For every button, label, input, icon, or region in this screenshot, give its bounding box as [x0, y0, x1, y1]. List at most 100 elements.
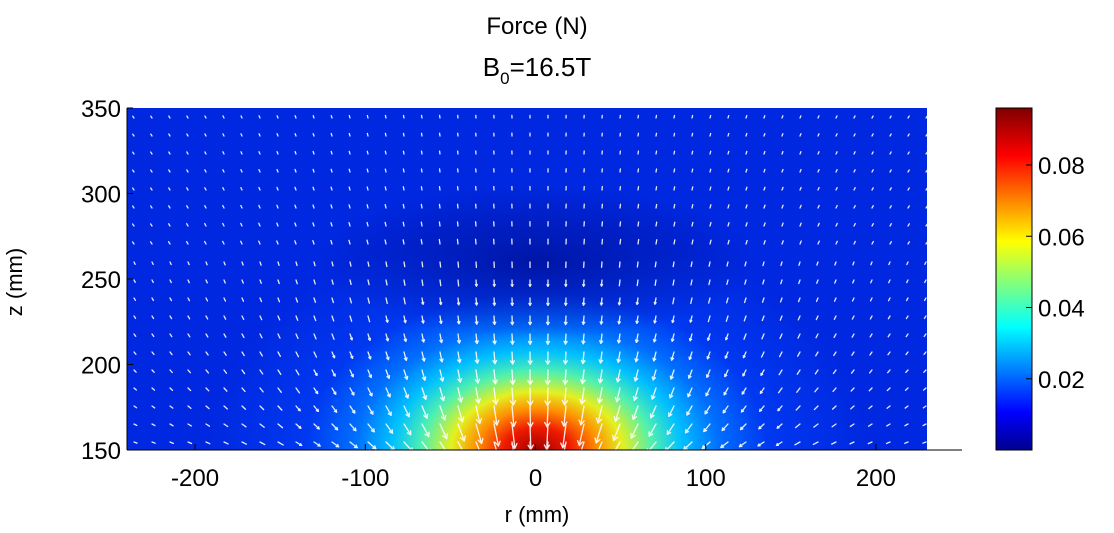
quiver-arrowhead: [653, 320, 657, 324]
quiver-arrow: [683, 441, 693, 450]
quiver-arrow: [778, 351, 783, 358]
quiver-arrow: [439, 441, 447, 450]
quiver-arrow: [205, 369, 210, 374]
quiver-arrow: [384, 186, 387, 191]
quiver-arrow: [654, 279, 657, 287]
quiver-arrow: [745, 115, 748, 119]
quiver-arrow: [745, 204, 748, 209]
quiver-arrow: [133, 333, 137, 337]
quiver-arrow: [637, 203, 640, 209]
x-axis-label: r (mm): [505, 502, 570, 527]
quiver-arrow: [721, 423, 729, 432]
quiver-arrow: [312, 115, 315, 119]
quiver-arrow: [349, 405, 356, 414]
quiver-arrow: [511, 423, 516, 449]
quiver-arrow: [151, 261, 154, 266]
quiver-arrow: [349, 279, 352, 286]
quiver-arrow: [817, 151, 820, 155]
quiver-arrowhead: [706, 375, 710, 378]
quiver-arrow: [348, 221, 351, 227]
quiver-arrow: [672, 297, 675, 305]
quiver-arrow: [457, 315, 460, 325]
quiver-arrowhead: [442, 435, 448, 440]
quiver-arrowhead: [511, 360, 515, 365]
quiver-arrowhead: [666, 432, 672, 435]
quiver-arrowhead: [611, 456, 615, 458]
quiver-arrowhead: [386, 319, 389, 323]
quiver-arrow: [815, 315, 819, 321]
quiver-arrow: [223, 261, 226, 266]
quiver-arrow: [581, 369, 585, 385]
quiver-arrowhead: [547, 284, 550, 287]
quiver-arrow: [673, 221, 676, 227]
quiver-arrow: [709, 186, 712, 191]
quiver-arrowhead: [564, 340, 568, 345]
quiver-arrowhead: [501, 461, 502, 466]
quiver-arrow: [905, 351, 909, 356]
quiver-arrow: [185, 240, 189, 245]
quiver-arrow: [258, 240, 261, 245]
quiver-arrowhead: [560, 442, 564, 449]
quiver-arrow: [781, 222, 784, 227]
quiver-arrow: [169, 297, 173, 302]
quiver-arrow: [331, 261, 334, 267]
quiver-arrowhead: [594, 437, 597, 444]
quiver-arrow: [814, 387, 819, 393]
quiver-arrow: [223, 315, 227, 320]
quiver-arrow: [511, 351, 514, 365]
quiver-arrowhead: [671, 339, 675, 342]
quiver-arrow: [385, 369, 390, 379]
quiver-arrowhead: [459, 358, 462, 364]
quiver-arrow: [781, 133, 784, 137]
y-ticks: 150 200 250 300 350: [81, 96, 133, 465]
y-tick-label: 150: [81, 438, 121, 465]
quiver-arrow: [348, 150, 351, 155]
quiver-arrow: [205, 315, 209, 320]
quiver-arrow: [438, 238, 441, 245]
quiver-arrow: [295, 315, 299, 321]
quiver-arrow: [169, 261, 172, 266]
quiver-arrow: [131, 205, 135, 209]
quiver-arrowhead: [478, 398, 481, 404]
quiver-arrow: [871, 151, 874, 155]
quiver-arrow: [276, 240, 279, 245]
quiver-arrow: [781, 240, 784, 245]
quiver-arrow: [813, 405, 819, 411]
quiver-arrow: [169, 405, 174, 409]
quiver-arrow: [835, 204, 838, 209]
quiver-arrowhead: [741, 392, 745, 395]
quiver-arrow: [816, 261, 819, 266]
quiver-arrowhead: [760, 373, 764, 376]
quiver-arrow: [888, 279, 891, 284]
quiver-arrow: [294, 204, 297, 209]
quiver-arrow: [259, 297, 263, 303]
quiver-arrow: [797, 333, 801, 339]
quiver-arrow: [366, 239, 369, 245]
quiver-arrow: [691, 150, 694, 155]
quiver-arrow: [853, 222, 856, 227]
quiver-arrowhead: [704, 411, 709, 415]
quiver-arrow: [331, 441, 340, 448]
quiver-arrow: [727, 132, 730, 137]
quiver-arrow: [617, 333, 621, 344]
quiver-arrow: [831, 441, 837, 445]
quiver-arrowhead: [509, 400, 514, 406]
quiver-arrow: [258, 168, 261, 173]
chart-subtitle: B0=16.5T: [483, 52, 592, 88]
quiver-arrow: [439, 279, 442, 287]
quiver-arrowhead: [564, 360, 568, 365]
quiver-arrow: [132, 115, 135, 119]
quiver-arrow: [259, 441, 266, 446]
quiver-arrow: [349, 441, 358, 449]
quiver-arrow: [439, 387, 445, 402]
quiver-arrow: [779, 333, 783, 340]
quiver-arrow: [871, 133, 874, 137]
quiver-arrowhead: [575, 460, 576, 465]
quiver-arrow: [384, 132, 387, 137]
quiver-arrow: [151, 441, 156, 444]
quiver-arrowhead: [427, 452, 431, 454]
quiver-arrow: [781, 150, 784, 155]
quiver-arrow: [851, 333, 855, 338]
quiver-arrow: [835, 222, 838, 227]
quiver-arrowhead: [480, 459, 484, 462]
